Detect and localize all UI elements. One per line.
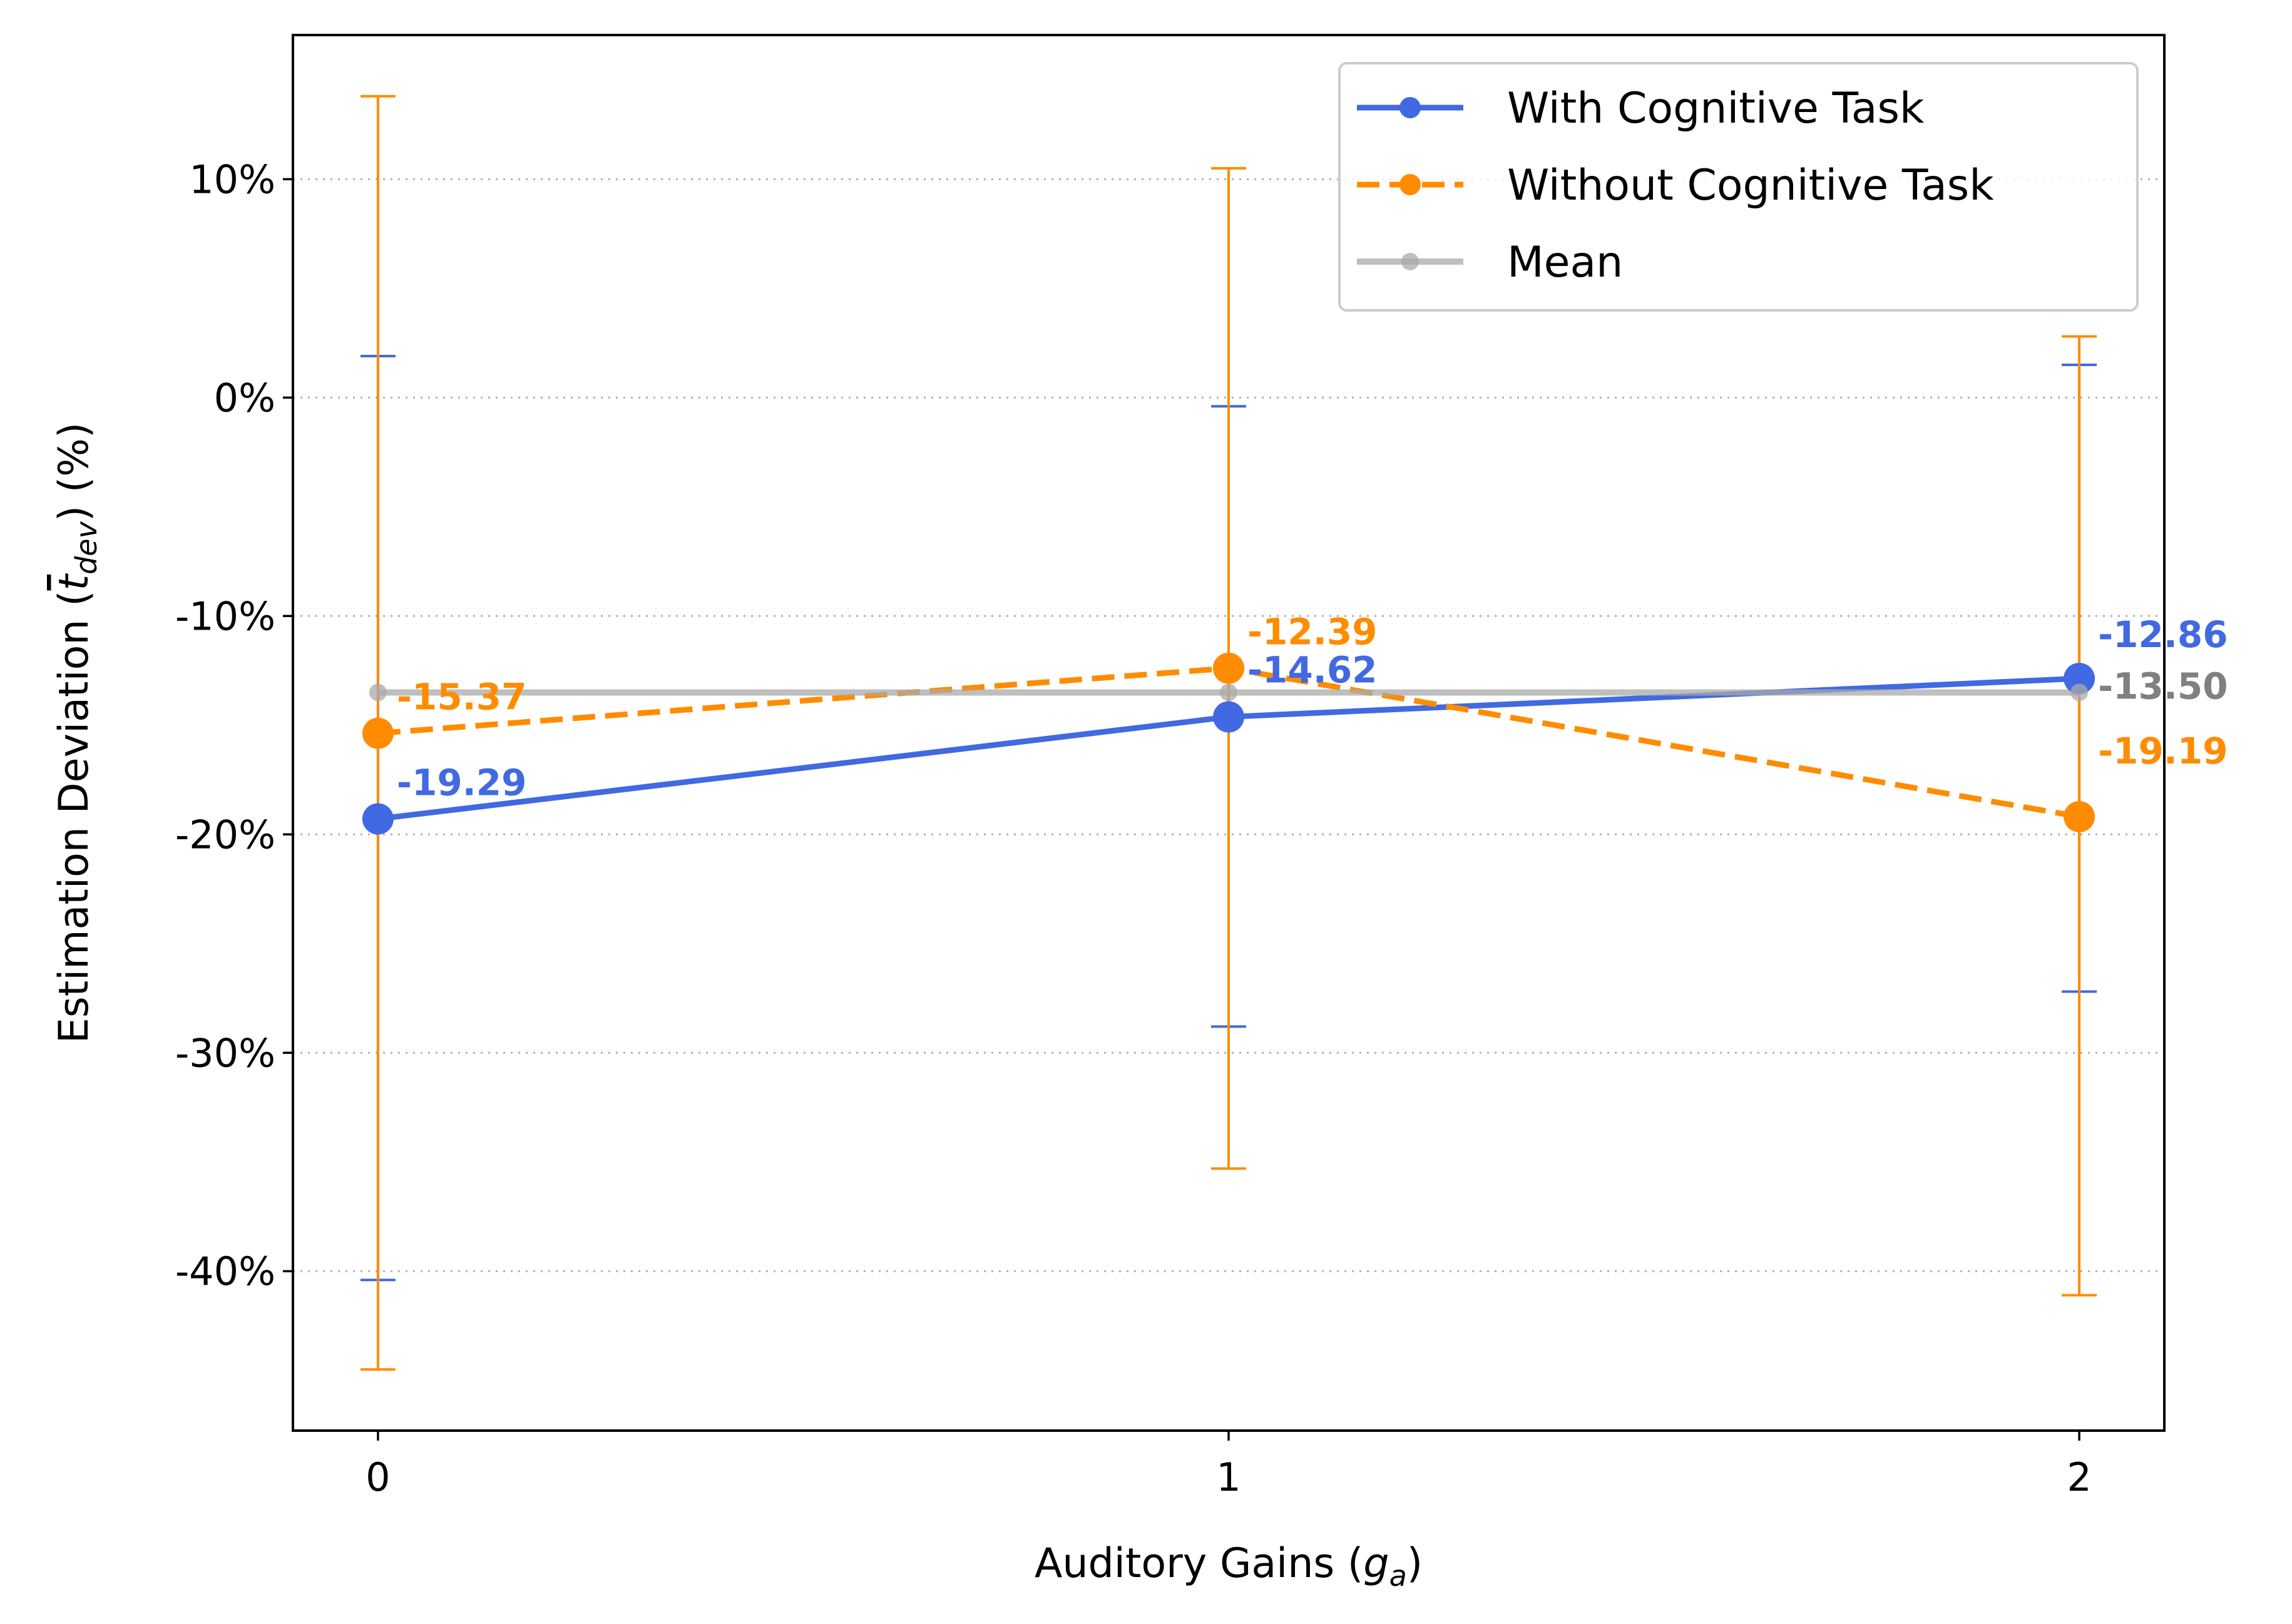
legend-items: With Cognitive Task Without Cognitive Tas… [1357, 84, 1994, 287]
legend-marker-0 [1399, 97, 1421, 118]
data-labels: -19.29 -14.62 -12.86 -15.37 -12.39 -19.19 -13.… [397, 611, 2228, 804]
data-label-1: -19.19 [2098, 730, 2228, 772]
y-axis-label-symbol: t [51, 573, 98, 591]
x-tick-label: 1 [1216, 1454, 1241, 1500]
y-axis-label-close: ) (%) [51, 422, 98, 522]
y-tick-label: -10% [175, 593, 275, 639]
x-axis-label-close: ) [1407, 1540, 1423, 1587]
y-tick-label: -20% [175, 812, 275, 857]
y-tick-label: -30% [175, 1030, 275, 1076]
data-point-0 [2064, 663, 2095, 695]
y-tick-label: 0% [214, 375, 275, 421]
data-point-2 [1220, 683, 1237, 702]
legend-label-1: Without Cognitive Task [1507, 161, 1994, 210]
data-point-1 [362, 717, 394, 749]
data-label-0: -19.29 [397, 761, 527, 804]
legend-marker-2 [1401, 253, 1419, 270]
legend-marker-1 [1399, 174, 1421, 195]
data-points [362, 652, 2095, 835]
legend-label-0: With Cognitive Task [1507, 84, 1925, 133]
legend-box [1338, 62, 2139, 312]
data-point-2 [369, 683, 387, 702]
data-label-1: -12.39 [1247, 611, 1378, 653]
y-tick-label: -40% [175, 1249, 275, 1294]
legend-label-2: Mean [1507, 238, 1623, 287]
data-point-1 [2064, 801, 2095, 833]
x-tick-label: 0 [366, 1454, 390, 1500]
y-axis-label-text: Estimation Deviation ( [51, 591, 98, 1044]
data-label-2: -13.50 [2098, 665, 2228, 707]
x-axis-label-subscript: a [1389, 1559, 1407, 1593]
x-axis-label: Auditory Gains (ga) [1035, 1540, 1423, 1593]
x-tick-label: 2 [2067, 1454, 2091, 1500]
data-label-1: -15.37 [397, 676, 527, 718]
x-axis-ticks: 0 1 2 [366, 1431, 2092, 1500]
y-axis-label-subscript: dev [69, 521, 103, 575]
y-tick-label: 10% [189, 156, 275, 202]
data-point-1 [1213, 652, 1244, 684]
data-label-0: -12.86 [2098, 613, 2228, 656]
x-axis-label-symbol: g [1363, 1540, 1389, 1587]
data-point-0 [1213, 701, 1244, 733]
y-axis-ticks: 10% 0% -10% -20% -30% -40% [175, 156, 293, 1294]
y-axis-label: Estimation Deviation (tdev) (%) [51, 422, 103, 1043]
legend: With Cognitive Task Without Cognitive Tas… [1338, 62, 2139, 312]
data-point-2 [2070, 683, 2089, 702]
data-label-0: -14.62 [1247, 649, 1378, 692]
x-axis-label-text: Auditory Gains ( [1035, 1540, 1363, 1587]
data-point-0 [362, 803, 394, 835]
